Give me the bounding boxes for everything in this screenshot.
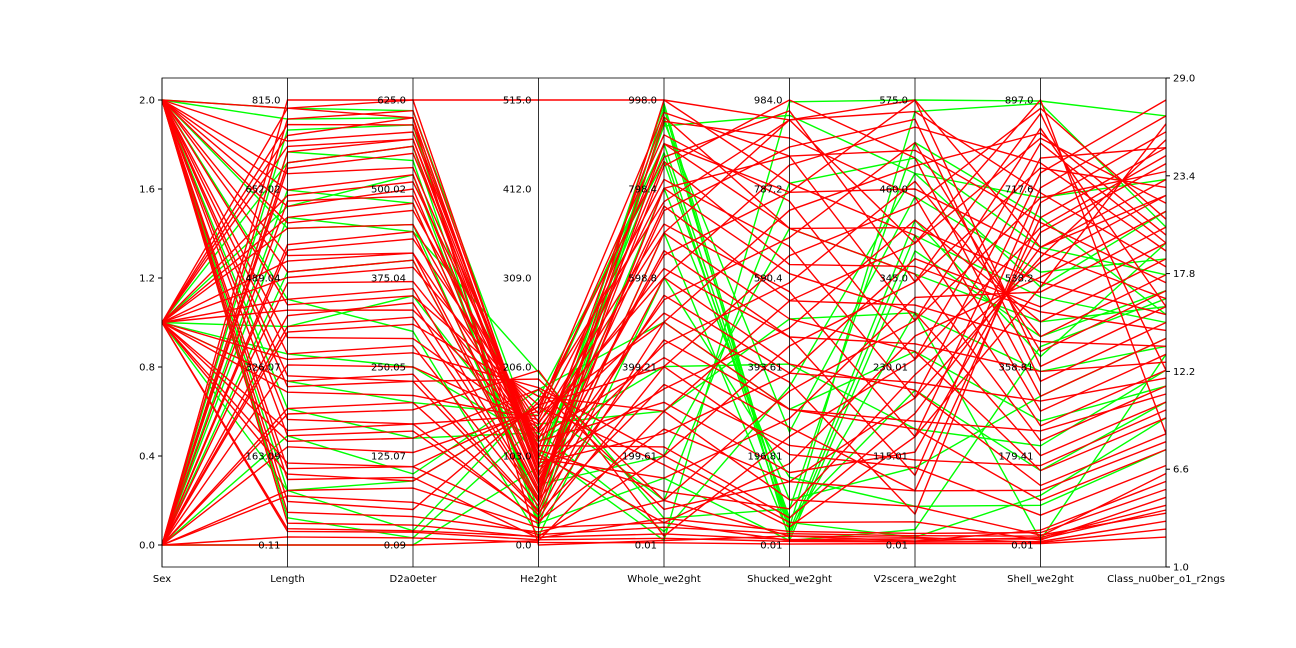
axis-tick-label: 787.2 xyxy=(754,185,783,196)
axis-tick-label: 0.01 xyxy=(886,541,908,552)
axis-tick-label: 489.04 xyxy=(246,274,281,285)
axis-tick-label: 0.09 xyxy=(384,541,406,552)
axis-tick-label: 460.0 xyxy=(879,185,908,196)
labels-group: 0.0 0.4 0.8 1.2 1.6 2.0 1.0 6.6 12.2 17.8 23.4 29.0… xyxy=(139,74,1225,586)
right-tick-label: 17.8 xyxy=(1173,269,1195,280)
right-tick-label: 12.2 xyxy=(1173,367,1195,378)
axis-tick-label: 575.0 xyxy=(879,96,908,107)
axis-tick-label: 538.2 xyxy=(1005,274,1034,285)
axis-tick-label: 393.61 xyxy=(748,363,783,374)
left-tick-label: 1.6 xyxy=(139,185,155,196)
axis-tick-label: 206.0 xyxy=(503,363,532,374)
axis-tick-label: 515.0 xyxy=(503,96,532,107)
axis-tick-label: 0.11 xyxy=(258,541,280,552)
axis-tick-label: 309.0 xyxy=(503,274,532,285)
axis-tick-label: 196.81 xyxy=(748,452,783,463)
axis-name-label: Length xyxy=(270,574,305,585)
left-tick-label: 0.8 xyxy=(139,363,155,374)
axis-tick-label: 399.21 xyxy=(622,363,657,374)
axis-tick-label: 0.01 xyxy=(635,541,657,552)
axis-name-label: Sex xyxy=(153,574,171,585)
axis-name-label: Class_nu0ber_o1_r2ngs xyxy=(1107,574,1225,585)
axis-tick-label: 103.0 xyxy=(503,452,532,463)
axis-tick-label: 984.0 xyxy=(754,96,783,107)
axis-tick-label: 375.04 xyxy=(371,274,406,285)
axis-tick-label: 798.4 xyxy=(628,185,657,196)
axis-tick-label: 0.0 xyxy=(516,541,532,552)
axis-tick-label: 345.0 xyxy=(879,274,908,285)
axis-tick-label: 652.02 xyxy=(246,185,281,196)
right-tick-label: 23.4 xyxy=(1173,171,1195,182)
axis-tick-label: 412.0 xyxy=(503,185,532,196)
axis-tick-label: 998.0 xyxy=(628,96,657,107)
axis-name-label: V2scera_we2ght xyxy=(874,574,957,585)
axis-tick-label: 179.41 xyxy=(999,452,1034,463)
axis-tick-label: 250.05 xyxy=(371,363,406,374)
axis-tick-label: 0.01 xyxy=(1011,541,1033,552)
axis-tick-label: 717.6 xyxy=(1005,185,1034,196)
axis-name-label: Shucked_we2ght xyxy=(747,574,832,585)
right-tick-label: 6.6 xyxy=(1173,465,1189,476)
axis-name-label: He2ght xyxy=(520,574,557,585)
axes-group xyxy=(158,77,1170,568)
axis-tick-label: 230.01 xyxy=(873,363,908,374)
axis-name-label: Shell_we2ght xyxy=(1007,574,1074,585)
right-tick-label: 29.0 xyxy=(1173,74,1195,85)
axis-tick-label: 500.02 xyxy=(371,185,406,196)
axis-tick-label: 590.4 xyxy=(754,274,783,285)
axis-tick-label: 358.81 xyxy=(999,363,1034,374)
axis-tick-label: 897.0 xyxy=(1005,96,1034,107)
axis-tick-label: 0.01 xyxy=(760,541,782,552)
left-tick-label: 0.0 xyxy=(139,541,155,552)
left-tick-label: 1.2 xyxy=(139,274,155,285)
axis-tick-label: 115.01 xyxy=(873,452,908,463)
axis-tick-label: 163.09 xyxy=(246,452,281,463)
left-tick-label: 2.0 xyxy=(139,96,155,107)
axis-tick-label: 199.61 xyxy=(622,452,657,463)
axis-tick-label: 625.0 xyxy=(377,96,406,107)
axis-tick-label: 125.07 xyxy=(371,452,406,463)
axis-name-label: D2a0eter xyxy=(390,574,438,585)
axis-name-label: Whole_we2ght xyxy=(627,574,701,585)
axis-tick-label: 326.07 xyxy=(246,363,281,374)
left-tick-label: 0.4 xyxy=(139,452,155,463)
axis-tick-label: 815.0 xyxy=(252,96,281,107)
axis-tick-label: 598.8 xyxy=(628,274,657,285)
right-tick-label: 1.0 xyxy=(1173,563,1189,574)
